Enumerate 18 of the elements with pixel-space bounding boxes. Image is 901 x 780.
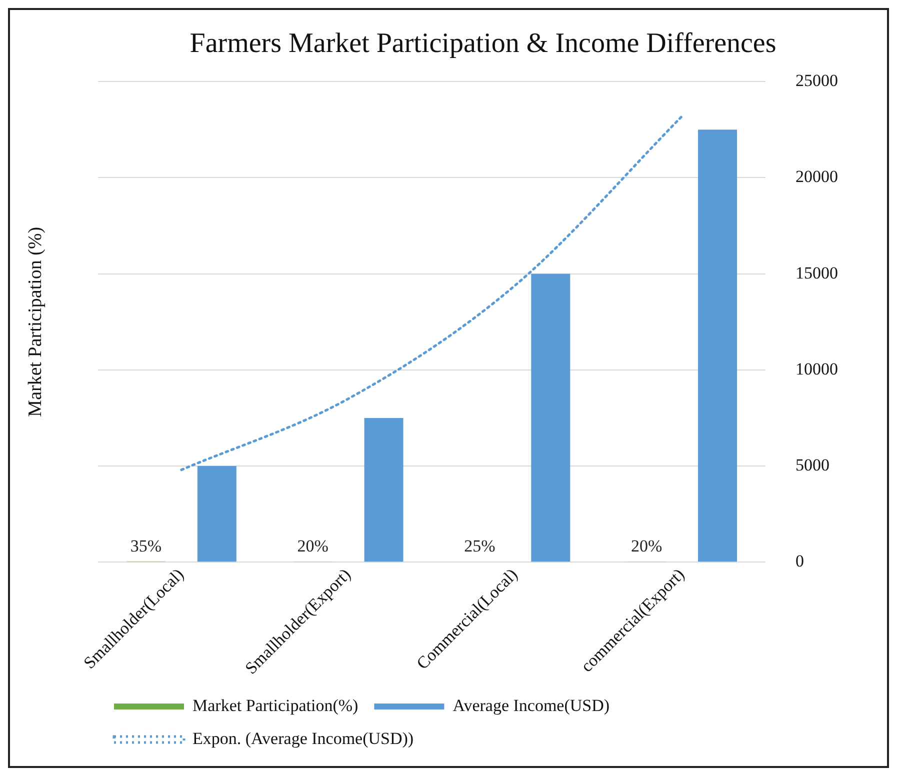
data-label: 35% [130, 536, 162, 556]
legend-label: Market Participation(%) [192, 696, 358, 715]
y-tick-label: 20000 [796, 167, 838, 186]
y-tick-label: 15000 [796, 263, 838, 282]
bar [197, 466, 236, 562]
data-label: 20% [297, 536, 328, 556]
y-tick-label: 5000 [796, 455, 830, 474]
y-tick-label: 10000 [796, 359, 838, 378]
chart-title: Farmers Market Participation & Income Differences [190, 28, 776, 60]
legend-label: Expon. (Average Income(USD)) [192, 728, 414, 748]
legend-label: Average Income(USD) [452, 696, 610, 715]
bar [364, 418, 404, 562]
data-label: 20% [631, 536, 662, 556]
y-tick-label: 25000 [796, 71, 838, 90]
data-label: 25% [464, 536, 496, 556]
y-tick-label: 0 [796, 552, 804, 571]
bar [698, 130, 738, 562]
y-axis-title: Market Participation (%) [24, 226, 46, 417]
